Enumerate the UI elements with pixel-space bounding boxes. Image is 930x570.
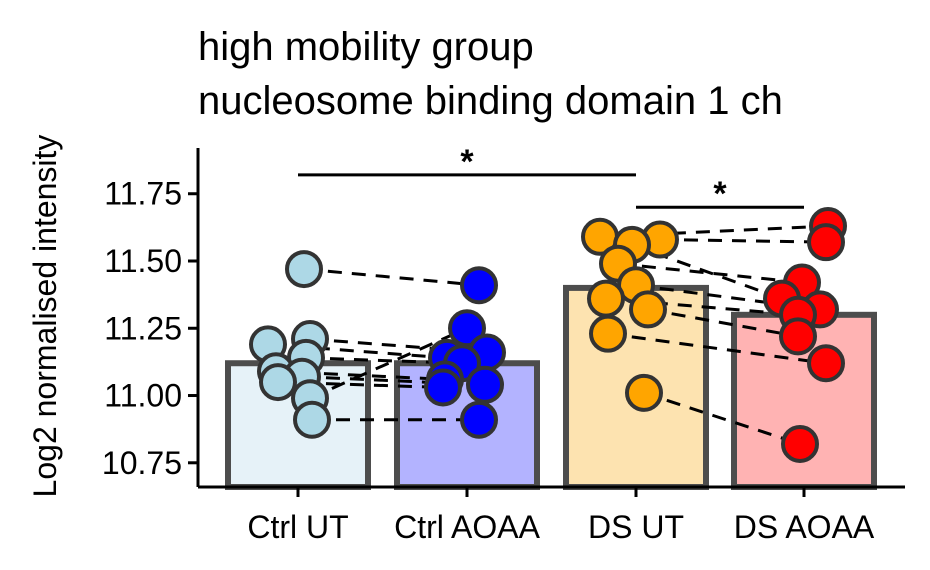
data-point bbox=[781, 424, 819, 463]
data-point bbox=[779, 317, 817, 356]
significance-label: * bbox=[460, 143, 474, 181]
significance-label: * bbox=[713, 175, 727, 213]
y-tick-label: 11.75 bbox=[104, 176, 182, 212]
data-point bbox=[807, 344, 845, 383]
data-point bbox=[424, 368, 462, 407]
pair-line bbox=[643, 391, 801, 446]
y-tick-label: 11.50 bbox=[104, 243, 182, 279]
data-point bbox=[625, 373, 663, 412]
pair-line bbox=[303, 267, 480, 287]
y-tick-label: 10.75 bbox=[102, 445, 182, 481]
x-tick-label: DS AOAA bbox=[734, 509, 875, 545]
data-point bbox=[285, 250, 323, 289]
y-tick-label: 11.00 bbox=[104, 378, 182, 414]
data-point bbox=[259, 363, 297, 402]
x-tick-label: Ctrl UT bbox=[247, 509, 348, 545]
pair-line bbox=[647, 307, 799, 338]
data-point bbox=[466, 365, 504, 404]
plot-area: 10.75 11.00 11.25 11.50 11.75 Ctrl UT Ctrl AOA… bbox=[102, 143, 905, 545]
data-point bbox=[587, 279, 625, 318]
data-point bbox=[589, 314, 627, 353]
pair-line bbox=[309, 326, 468, 400]
data-point bbox=[293, 400, 331, 439]
data-point bbox=[460, 266, 498, 305]
pair-line bbox=[617, 262, 803, 285]
y-tick-label: 11.25 bbox=[104, 310, 182, 346]
x-tick-label: Ctrl AOAA bbox=[394, 509, 540, 545]
data-point bbox=[460, 400, 498, 439]
data-point bbox=[807, 223, 845, 262]
chart-title-line-1: high mobility group bbox=[198, 25, 534, 69]
chart-title: high mobility group nucleosome binding d… bbox=[198, 25, 783, 123]
pair-line bbox=[607, 332, 827, 365]
data-point bbox=[629, 290, 667, 329]
chart-title-line-2: nucleosome binding domain 1 ch bbox=[198, 79, 783, 123]
x-tick-label: DS UT bbox=[588, 509, 684, 545]
y-axis-label: Log2 normalised intensity bbox=[27, 135, 63, 498]
pair-line bbox=[659, 237, 827, 244]
